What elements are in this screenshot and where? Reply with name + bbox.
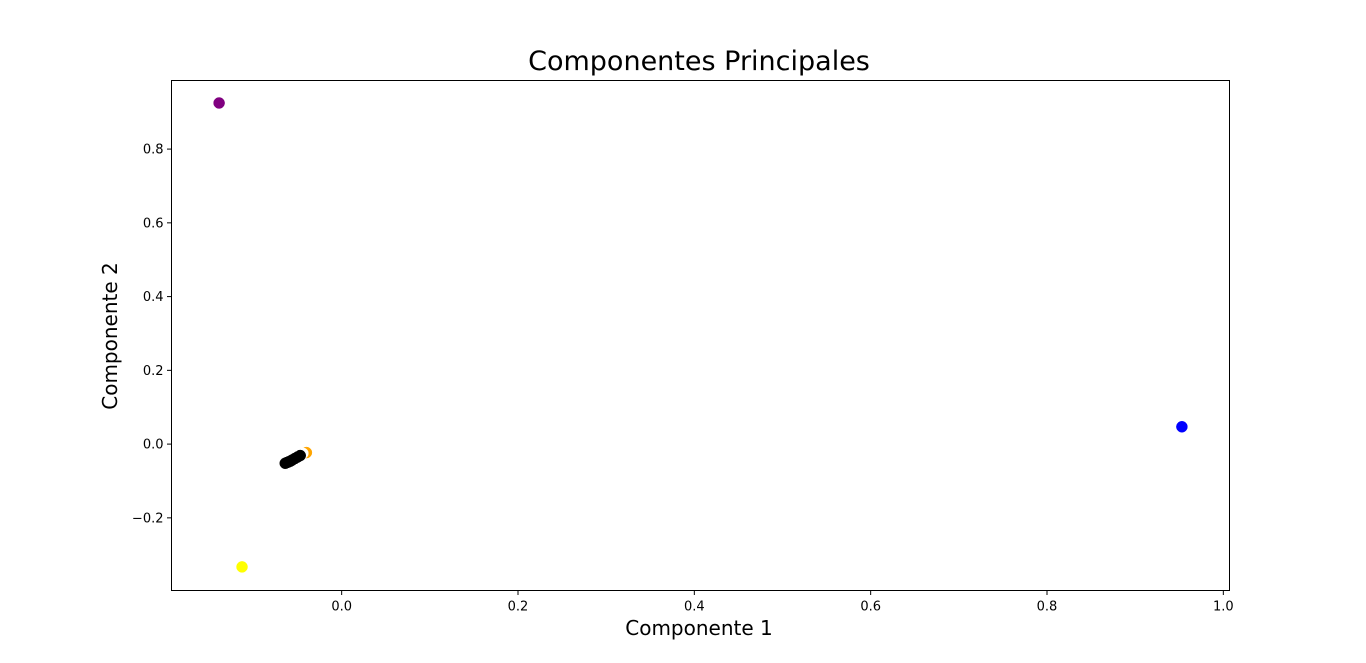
- x-tick-label: 1.0: [1213, 600, 1234, 615]
- y-axis-label: Componente 2: [98, 262, 122, 410]
- x-tick-label: 0.2: [508, 600, 529, 615]
- x-axis-label: Componente 1: [625, 616, 773, 640]
- y-tick-label: 0.8: [143, 143, 164, 158]
- scatter-point: [213, 97, 225, 109]
- x-axis-ticks: 0.0 0.2 0.4 0.6 0.8 1.0: [331, 590, 1234, 615]
- y-tick-label: 0.0: [143, 438, 164, 453]
- x-tick-label: 0.8: [1037, 600, 1058, 615]
- x-tick-label: 0.6: [860, 600, 881, 615]
- y-tick-label: −0.2: [132, 511, 164, 526]
- chart-title: Componentes Principales: [528, 46, 870, 77]
- data-points: [213, 97, 1188, 573]
- y-axis-ticks: −0.2 0.0 0.2 0.4 0.6 0.8: [132, 143, 172, 526]
- scatter-point: [236, 561, 248, 573]
- plot-frame: [171, 80, 1230, 591]
- x-tick-label: 0.4: [684, 600, 705, 615]
- y-tick-label: 0.2: [143, 364, 164, 379]
- x-tick-label: 0.0: [331, 600, 352, 615]
- y-tick-label: 0.6: [143, 216, 164, 231]
- scatter-point: [1176, 421, 1188, 433]
- y-tick-label: 0.4: [143, 290, 164, 305]
- scatter-point: [279, 457, 291, 470]
